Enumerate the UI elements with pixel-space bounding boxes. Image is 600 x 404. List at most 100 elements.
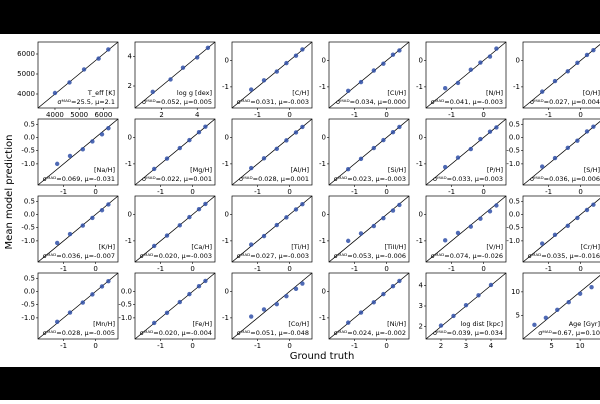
y-tick-label: -0.5 <box>21 301 35 309</box>
panel-stats: σᴹᴬᴰ=0.051, μ=-0.048 <box>237 329 309 337</box>
x-tick-label: 0 <box>384 111 388 119</box>
y-tick-label: -1 <box>222 314 229 322</box>
identity-line <box>328 41 410 109</box>
x-tick-label: 0 <box>481 111 485 119</box>
y-tick-label: 0.5 <box>24 120 35 128</box>
panel-label: Age [Gyr] <box>569 320 600 328</box>
y-tick-label: -1 <box>125 237 132 245</box>
point <box>293 130 299 135</box>
panel: -1 0 -1 0 [Mg/H]σᴹᴬᴰ=0.022, μ=0.001 <box>125 118 216 196</box>
point <box>487 129 493 134</box>
x-tick-label: 0 <box>287 111 291 119</box>
identity-line <box>231 41 313 109</box>
point <box>274 301 279 307</box>
point <box>487 54 493 59</box>
y-tick-label: -1.0 <box>118 314 132 322</box>
panel-frame <box>37 272 119 340</box>
point <box>99 284 105 289</box>
x-tick-label: -1 <box>60 265 67 273</box>
x-tick-label: 0 <box>481 265 485 273</box>
point <box>261 78 267 83</box>
point <box>575 215 580 221</box>
y-axis-label: Mean model prediction <box>4 135 15 250</box>
point <box>478 216 483 221</box>
panel-stats: σᴹᴬᴰ=0.041, μ=-0.003 <box>431 98 503 106</box>
x-tick-label: 2 <box>439 342 443 350</box>
point <box>438 323 444 328</box>
panel-stats: σᴹᴬᴰ=0.022, μ=0.001 <box>142 175 212 183</box>
panel-stats: σᴹᴬᴰ=0.67, μ=0.10 <box>538 329 600 337</box>
point <box>468 67 473 72</box>
panel-label: [Si/H] <box>388 166 406 174</box>
y-tick-label: 0.0 <box>24 210 35 218</box>
point <box>80 300 86 305</box>
point <box>196 284 202 289</box>
point <box>540 89 545 94</box>
point <box>371 223 376 229</box>
panel-label: log g [dex] <box>177 89 212 97</box>
y-tick-label: -0.5 <box>118 301 132 309</box>
point <box>371 300 376 305</box>
y-tick-label: -1 <box>416 160 423 168</box>
y-tick-label: 0 <box>419 133 423 141</box>
point <box>81 67 87 72</box>
point <box>152 243 157 249</box>
point <box>443 86 448 91</box>
x-tick-label: -1 <box>545 111 552 119</box>
point <box>478 136 483 142</box>
y-tick-label: 0 <box>225 210 229 218</box>
y-tick-label: 0.0 <box>24 133 35 141</box>
y-tick-label: -1 <box>319 237 326 245</box>
panel-frame <box>328 118 410 186</box>
y-tick-label: 0.0 <box>121 287 132 295</box>
x-tick-label: -1 <box>448 188 455 196</box>
identity-line <box>231 118 313 186</box>
identity-line <box>328 118 410 186</box>
panel-stats: σᴹᴬᴰ=0.039, μ=0.034 <box>433 329 503 337</box>
point <box>284 60 289 66</box>
point <box>90 139 95 144</box>
point <box>487 209 493 214</box>
bottom-band <box>0 367 600 400</box>
point <box>203 201 208 207</box>
panel-label: [Ni/H] <box>387 320 406 328</box>
panel: -1 0 -1 0 [N/H]σᴹᴬᴰ=0.041, μ=-0.003 <box>416 41 507 119</box>
panel-label: [Mn/H] <box>93 320 115 328</box>
point <box>390 130 396 135</box>
identity-line <box>37 195 119 263</box>
panel-label: [P/H] <box>487 166 503 174</box>
point <box>150 89 155 95</box>
point <box>249 314 254 319</box>
point <box>293 207 299 212</box>
panel-stats: σᴹᴬᴰ=0.033, μ=0.003 <box>433 175 503 183</box>
point <box>177 223 182 228</box>
y-tick-label: -0.5 <box>21 224 35 232</box>
point <box>249 165 254 171</box>
point <box>168 77 173 82</box>
point <box>90 215 95 221</box>
identity-line <box>425 195 507 263</box>
panel-frame <box>37 118 119 186</box>
panel-label: [C/H] <box>292 89 309 97</box>
point <box>397 124 402 130</box>
point <box>346 166 351 172</box>
point <box>358 79 364 85</box>
panel: -1 0 -1 0 [C/H]σᴹᴬᴰ=0.031, μ=-0.003 <box>222 41 313 119</box>
y-tick-label: 0 <box>128 133 132 141</box>
y-tick-label: 10 <box>511 288 520 296</box>
x-tick-label: 0 <box>384 342 388 350</box>
identity-line <box>231 195 313 263</box>
panel-stats: σᴹᴬᴰ=0.027, μ=0.004 <box>530 98 600 106</box>
y-tick-label: 0 <box>322 56 326 64</box>
point <box>390 284 396 289</box>
point <box>463 302 469 308</box>
x-axis-label: Ground truth <box>290 351 355 362</box>
identity-line <box>231 272 313 340</box>
panel: -1 0 -1 0 [P/H]σᴹᴬᴰ=0.033, μ=0.003 <box>416 118 507 196</box>
point <box>152 166 157 172</box>
point <box>261 307 267 312</box>
panel-label: T_eff [K] <box>87 89 115 97</box>
y-tick-label: 0.0 <box>509 133 520 141</box>
x-tick-label: 3 <box>464 342 468 350</box>
panel: -1 0 -1 0 [V/H]σᴹᴬᴰ=0.074, μ=-0.026 <box>416 195 507 273</box>
